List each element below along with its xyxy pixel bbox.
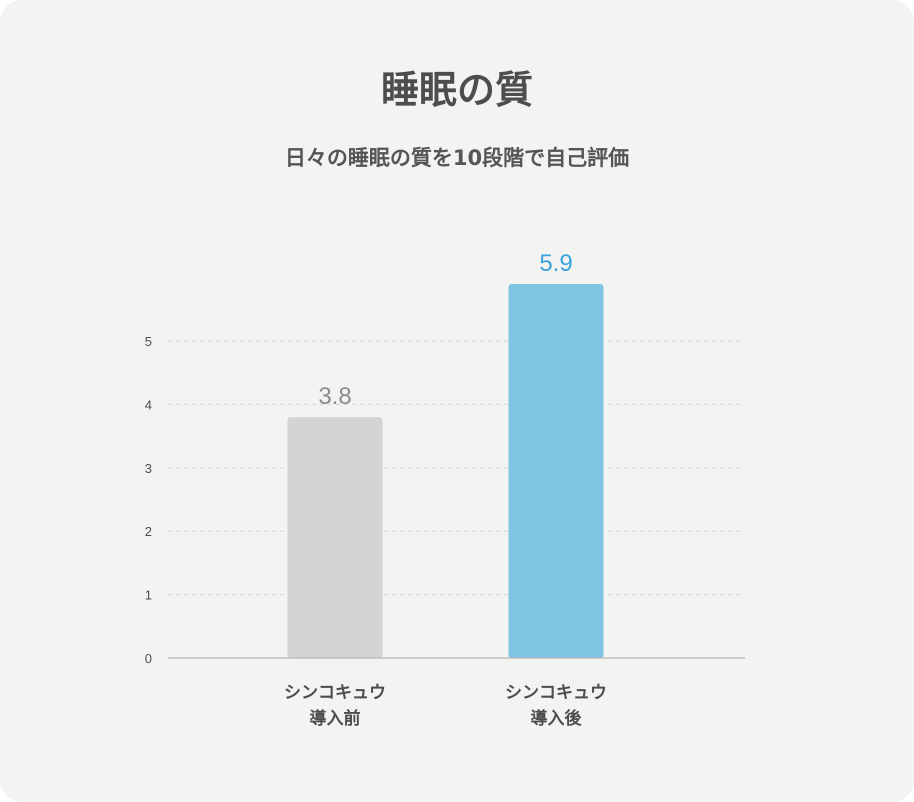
bar-after [508, 283, 604, 658]
value-label-before: 3.8 [318, 383, 351, 410]
category-label-after-line2: 導入後 [530, 709, 582, 729]
y-tick-label-2: 2 [145, 524, 152, 539]
category-label-before-line2: 導入前 [309, 709, 361, 729]
category-label-after: シンコキュウ 導入後 [466, 680, 646, 732]
category-label-before: シンコキュウ 導入前 [245, 680, 425, 732]
category-label-after-line1: シンコキュウ [505, 683, 607, 703]
y-tick-label-0: 0 [145, 651, 152, 666]
y-tick-label-1: 1 [145, 588, 152, 603]
y-tick-label-5: 5 [145, 334, 152, 349]
value-label-after: 5.9 [539, 250, 572, 277]
category-label-before-line1: シンコキュウ [284, 683, 386, 703]
chart-title: 睡眠の質 [380, 68, 533, 112]
bar-before [287, 417, 383, 658]
y-tick-label-4: 4 [145, 397, 152, 412]
y-tick-label-3: 3 [145, 461, 152, 476]
chart-subtitle: 日々の睡眠の質を10段階で自己評価 [284, 146, 630, 170]
